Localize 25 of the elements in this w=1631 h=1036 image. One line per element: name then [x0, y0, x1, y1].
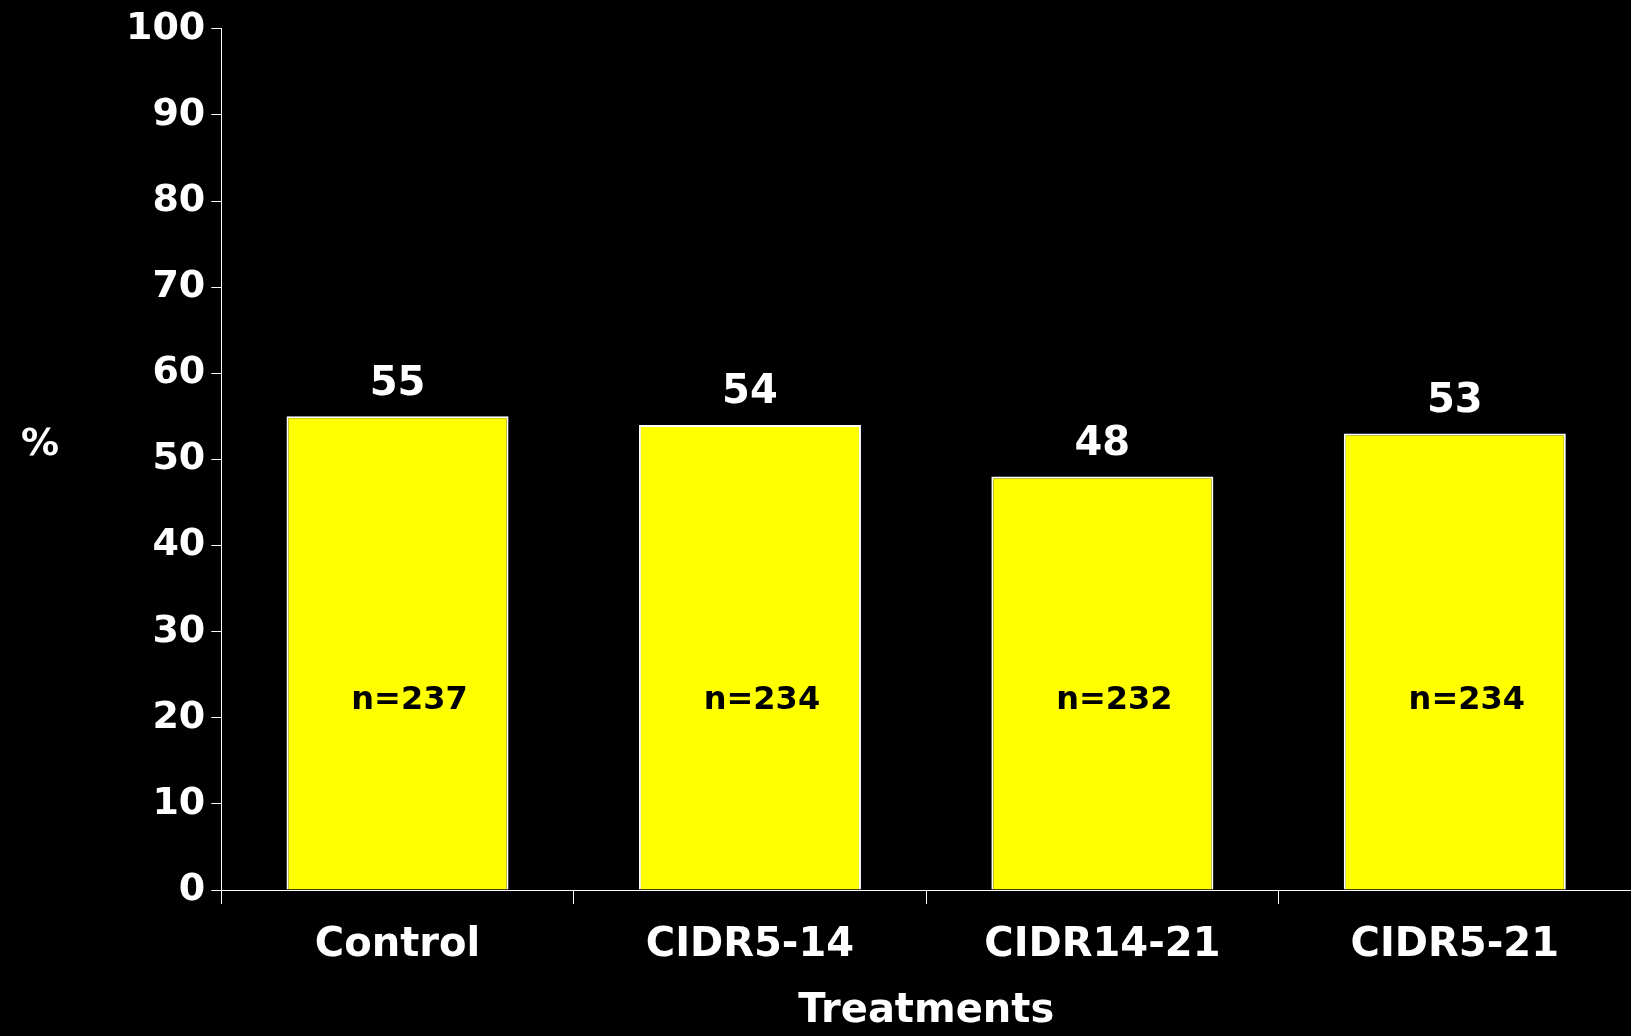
x-tick-label: CIDR5-14 [645, 919, 855, 966]
annotation: n=234 [1408, 678, 1525, 717]
y-tick-label: 70 [152, 262, 206, 307]
data-label: 48 [1074, 418, 1131, 465]
y-tick-label: 10 [152, 778, 206, 823]
y-axis-title: % [20, 420, 60, 465]
y-tick-label: 60 [152, 348, 206, 393]
data-label: 54 [722, 366, 778, 413]
y-tick-label: 90 [152, 89, 206, 134]
y-tick-label: 50 [152, 434, 206, 479]
y-tick-label: 40 [152, 520, 206, 565]
y-tick-label: 30 [152, 606, 206, 651]
x-axis-title: Treatments [798, 985, 1055, 1032]
annotation: n=237 [351, 678, 468, 717]
annotation: n=232 [1056, 678, 1173, 717]
annotation: n=234 [703, 678, 821, 717]
y-tick-label: 80 [152, 175, 206, 220]
y-tick-label: 100 [125, 3, 206, 48]
x-tick-label: CIDR14-21 [984, 919, 1221, 966]
x-tick-label: Control [314, 919, 481, 966]
x-tick-label: CIDR5-21 [1350, 919, 1559, 966]
data-label: 53 [1426, 374, 1483, 421]
data-label: 55 [369, 357, 426, 404]
y-tick-label: 20 [152, 692, 206, 737]
y-tick-label: 0 [178, 864, 206, 909]
